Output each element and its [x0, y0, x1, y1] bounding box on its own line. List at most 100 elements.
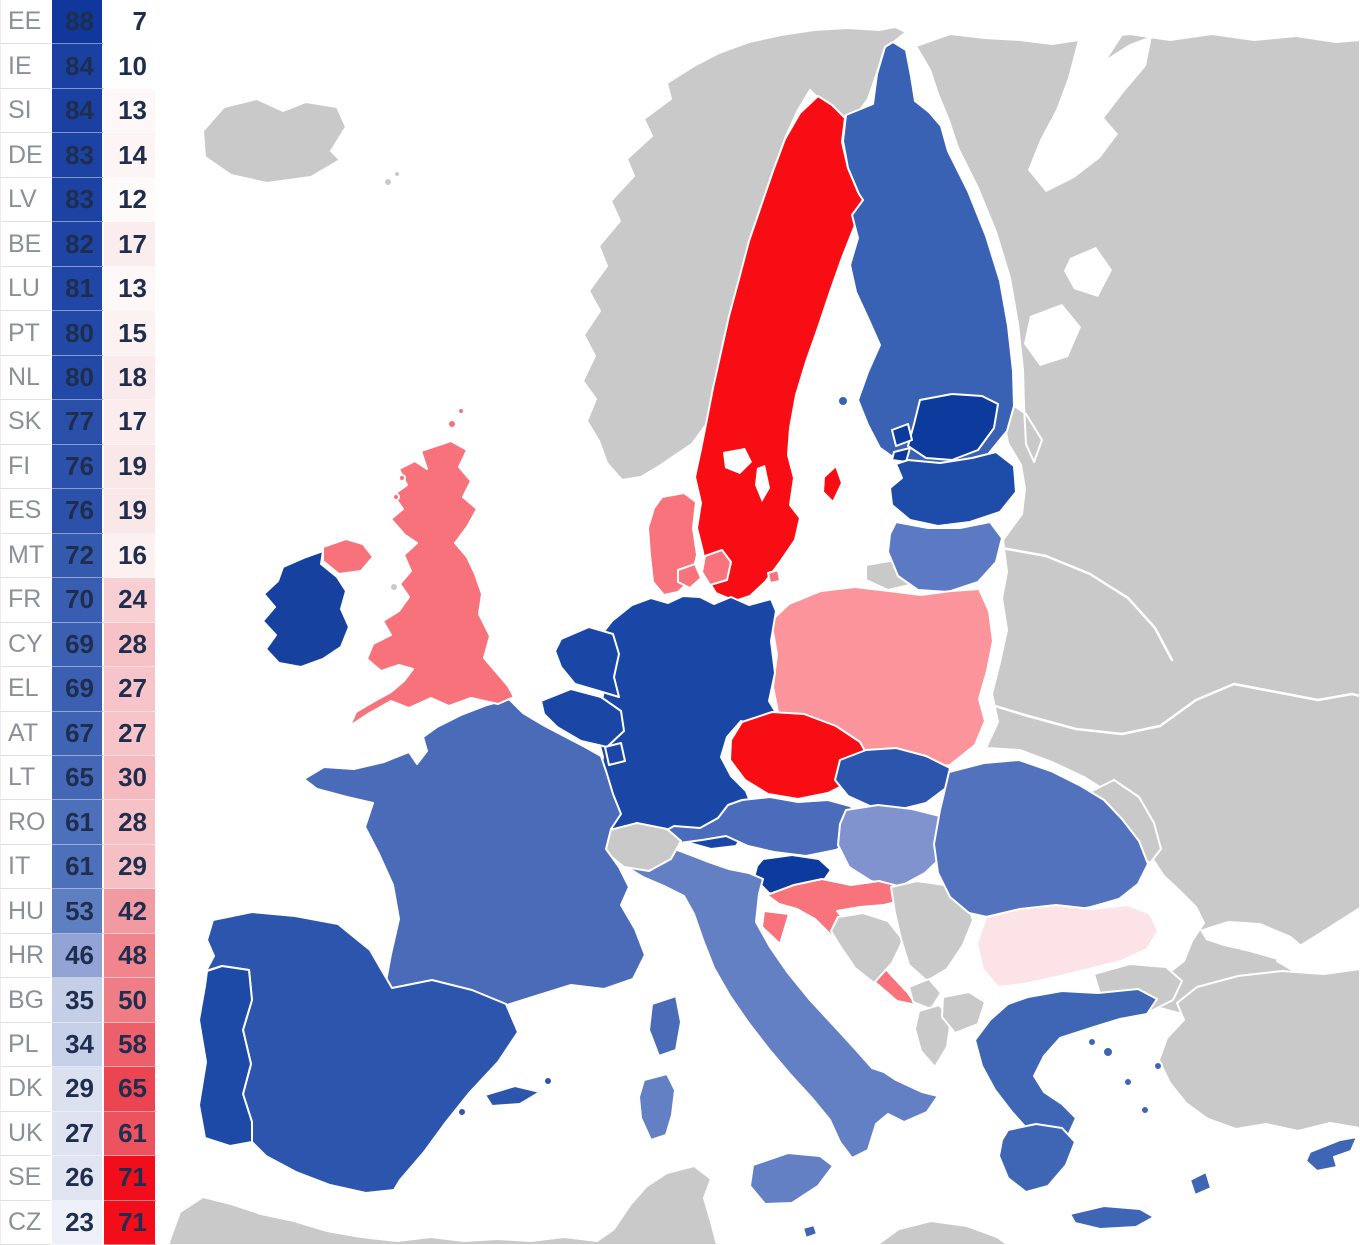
country-code-cell: RO — [0, 800, 52, 845]
island-gotland-shape — [822, 465, 843, 503]
value-2-cell: 27 — [104, 667, 157, 712]
table-row: LV 83 12 — [0, 177, 159, 223]
value-2-cell: 17 — [104, 400, 157, 445]
country-code-cell: IT — [0, 844, 52, 890]
table-row: BG 35 50 — [0, 978, 159, 1023]
country-table: EE 88 7 IE 84 10 SI 84 13 DE 83 14 LV 83 12 BE 82 17 LU 81 1… — [0, 0, 159, 1245]
value-2-cell: 30 — [104, 755, 157, 801]
table-row: DE 83 14 — [0, 133, 159, 178]
value-1-cell: 88 — [52, 0, 104, 45]
country-cyprus-shape — [1305, 1136, 1358, 1172]
value-2-cell: 13 — [104, 88, 157, 134]
island-faroe-dot — [383, 177, 393, 187]
table-row: ES 76 19 — [0, 489, 159, 534]
country-code-cell: CZ — [0, 1200, 52, 1245]
country-code-cell: CY — [0, 622, 52, 668]
value-2-cell: 28 — [104, 622, 157, 668]
country-latvia-shape — [889, 451, 1017, 527]
country-italy-shape — [621, 840, 939, 1159]
country-code-cell: EL — [0, 667, 52, 712]
table-row: UK 27 61 — [0, 1111, 159, 1157]
value-2-cell: 29 — [104, 844, 157, 890]
table-row: LT 65 30 — [0, 755, 159, 801]
country-netherlands-shape — [554, 626, 620, 698]
value-1-cell: 46 — [52, 933, 104, 979]
table-row: FI 76 19 — [0, 444, 159, 490]
country-code-cell: MT — [0, 533, 52, 579]
country-code-cell: HU — [0, 889, 52, 934]
value-2-cell: 16 — [104, 533, 157, 579]
region-peloponnese-shape — [998, 1123, 1076, 1193]
aegean-island-dot — [1153, 1061, 1163, 1071]
value-1-cell: 80 — [52, 355, 104, 401]
island-crete-shape — [1069, 1205, 1155, 1230]
isle-of-man-dot — [389, 582, 399, 592]
value-1-cell: 83 — [52, 133, 104, 178]
aegean-island-dot — [1123, 1077, 1133, 1087]
island-hebrides-dot — [392, 493, 400, 501]
value-1-cell: 76 — [52, 489, 104, 534]
value-2-cell: 7 — [104, 0, 157, 45]
border-russia-ukraine — [1158, 682, 1360, 728]
value-2-cell: 58 — [104, 1022, 157, 1068]
value-2-cell: 65 — [104, 1067, 157, 1112]
country-code-cell: PL — [0, 1022, 52, 1068]
country-code-cell: DE — [0, 133, 52, 178]
table-row: LU 81 13 — [0, 266, 159, 312]
country-serbia-shape — [890, 880, 974, 982]
value-1-cell: 23 — [52, 1200, 104, 1245]
table-row: PT 80 15 — [0, 311, 159, 356]
border-belarus-russia — [1000, 546, 1174, 662]
country-france-shape — [303, 698, 646, 1010]
value-2-cell: 50 — [104, 978, 157, 1023]
island-sicily-shape — [749, 1152, 834, 1205]
country-luxembourg-shape — [604, 742, 626, 766]
value-1-cell: 76 — [52, 444, 104, 490]
table-row: HU 53 42 — [0, 889, 159, 934]
country-code-cell: FI — [0, 444, 52, 490]
value-2-cell: 71 — [104, 1200, 157, 1245]
country-romania-shape — [933, 759, 1149, 920]
country-malta-shape — [802, 1224, 818, 1239]
table-row: BE 82 17 — [0, 222, 159, 267]
value-2-cell: 12 — [104, 177, 157, 223]
country-code-cell: AT — [0, 711, 52, 756]
value-2-cell: 15 — [104, 311, 157, 356]
country-hungary-shape — [837, 804, 959, 888]
country-code-cell: LU — [0, 266, 52, 312]
value-2-cell: 19 — [104, 444, 157, 490]
region-libya-shape — [876, 1220, 1009, 1245]
table-row: DK 29 65 — [0, 1067, 159, 1112]
white-sea-shape — [1028, 0, 1152, 192]
country-code-cell: BE — [0, 222, 52, 267]
value-2-cell: 71 — [104, 1156, 157, 1201]
country-code-cell: DK — [0, 1067, 52, 1112]
aegean-island-dot — [1087, 1037, 1097, 1047]
country-code-cell: NL — [0, 355, 52, 401]
table-row: SK 77 17 — [0, 400, 159, 445]
island-saaremaa-shape — [891, 423, 913, 447]
table-row: EE 88 7 — [0, 0, 159, 45]
country-austria-shape — [657, 796, 867, 857]
value-1-cell: 35 — [52, 978, 104, 1023]
value-2-cell: 28 — [104, 800, 157, 845]
island-aland-shape — [837, 395, 849, 407]
table-row: RO 61 28 — [0, 800, 159, 845]
country-code-cell: LT — [0, 755, 52, 801]
country-united-kingdom-shape — [349, 440, 515, 727]
island-zealand-shape — [701, 549, 732, 586]
aegean-island-dot — [1140, 1105, 1150, 1115]
country-iceland-shape — [202, 98, 347, 184]
country-code-cell: FR — [0, 578, 52, 623]
value-1-cell: 84 — [52, 88, 104, 134]
country-code-cell: SE — [0, 1156, 52, 1201]
island-sardinia-shape — [638, 1073, 676, 1141]
value-1-cell: 26 — [52, 1156, 104, 1201]
country-albania-shape — [914, 1004, 952, 1068]
value-2-cell: 13 — [104, 266, 157, 312]
country-ireland-shape — [262, 550, 350, 668]
value-2-cell: 14 — [104, 133, 157, 178]
island-ibiza-dot — [457, 1107, 467, 1117]
island-faroe-dot — [393, 170, 401, 178]
